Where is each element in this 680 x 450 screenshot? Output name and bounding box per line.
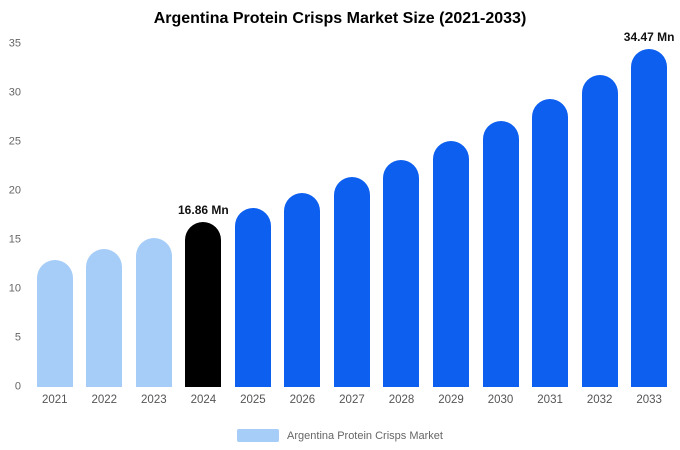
bar-column-2027 bbox=[327, 44, 377, 387]
bar-2029[interactable] bbox=[433, 141, 470, 387]
x-axis-label-2030: 2030 bbox=[487, 394, 514, 406]
legend-swatch bbox=[237, 429, 280, 442]
x-axis-label-2032: 2032 bbox=[586, 394, 613, 406]
bar-2032[interactable] bbox=[581, 75, 618, 387]
x-axis-label-2022: 2022 bbox=[91, 394, 118, 406]
bar-column-2021 bbox=[30, 44, 80, 387]
bar-column-2023 bbox=[129, 44, 179, 387]
plot-area: 16.86 Mn 34.47 Mn bbox=[30, 30, 674, 387]
bar-2021[interactable] bbox=[36, 259, 73, 387]
bar-2027[interactable] bbox=[333, 177, 370, 387]
x-axis-label-2031: 2031 bbox=[537, 394, 563, 406]
y-axis-label-10: 10 bbox=[8, 282, 21, 295]
legend[interactable]: Argentina Protein Crisps Market bbox=[0, 429, 680, 442]
legend-label: Argentina Protein Crisps Market bbox=[287, 429, 443, 442]
x-axis: 2021 2022 2023 2024 2025 2026 2027 2028 2029 2030… bbox=[30, 394, 674, 406]
y-axis-label-35: 35 bbox=[8, 37, 21, 50]
bar-column-2026 bbox=[278, 44, 328, 387]
x-axis-label-2029: 2029 bbox=[438, 394, 464, 406]
y-axis-label-30: 30 bbox=[8, 86, 21, 99]
x-axis-label-2021: 2021 bbox=[41, 394, 68, 406]
bar-column-2033: 34.47 Mn bbox=[624, 30, 674, 387]
bar-column-2030 bbox=[476, 44, 526, 387]
x-axis-label-2025: 2025 bbox=[240, 394, 266, 406]
bar-column-2032 bbox=[575, 44, 625, 387]
value-label-2024: 16.86 Mn bbox=[178, 202, 229, 217]
bar-column-2024: 16.86 Mn bbox=[178, 44, 229, 387]
bar-column-2025 bbox=[228, 44, 278, 387]
x-axis-label-2026: 2026 bbox=[289, 394, 316, 406]
bar-2033[interactable] bbox=[631, 49, 668, 387]
value-label-2033: 34.47 Mn bbox=[623, 30, 675, 45]
y-axis-label-20: 20 bbox=[8, 184, 21, 197]
bar-column-2028 bbox=[377, 44, 427, 387]
y-axis: 0 5 10 15 20 25 30 35 bbox=[0, 38, 26, 392]
x-axis-label-2024: 2024 bbox=[190, 394, 217, 406]
bar-column-2029 bbox=[426, 44, 476, 387]
bar-column-2022 bbox=[80, 44, 130, 387]
y-axis-label-15: 15 bbox=[8, 233, 21, 246]
bar-2022[interactable] bbox=[86, 248, 123, 387]
bar-column-2031 bbox=[525, 44, 575, 387]
x-axis-label-2027: 2027 bbox=[339, 394, 365, 406]
x-axis-label-2028: 2028 bbox=[388, 394, 415, 406]
bar-2028[interactable] bbox=[383, 160, 420, 387]
y-axis-label-25: 25 bbox=[8, 135, 21, 148]
y-axis-label-0: 0 bbox=[14, 380, 21, 393]
bar-2024[interactable] bbox=[185, 221, 222, 387]
bar-2023[interactable] bbox=[135, 238, 172, 387]
x-axis-label-2033: 2033 bbox=[636, 394, 662, 406]
chart-title: Argentina Protein Crisps Market Size (20… bbox=[153, 10, 527, 27]
y-axis-label-5: 5 bbox=[14, 331, 21, 344]
bar-2026[interactable] bbox=[284, 193, 321, 387]
bar-2025[interactable] bbox=[234, 208, 271, 387]
bar-2030[interactable] bbox=[482, 120, 519, 387]
x-axis-label-2023: 2023 bbox=[141, 394, 167, 406]
bar-2031[interactable] bbox=[532, 98, 569, 387]
